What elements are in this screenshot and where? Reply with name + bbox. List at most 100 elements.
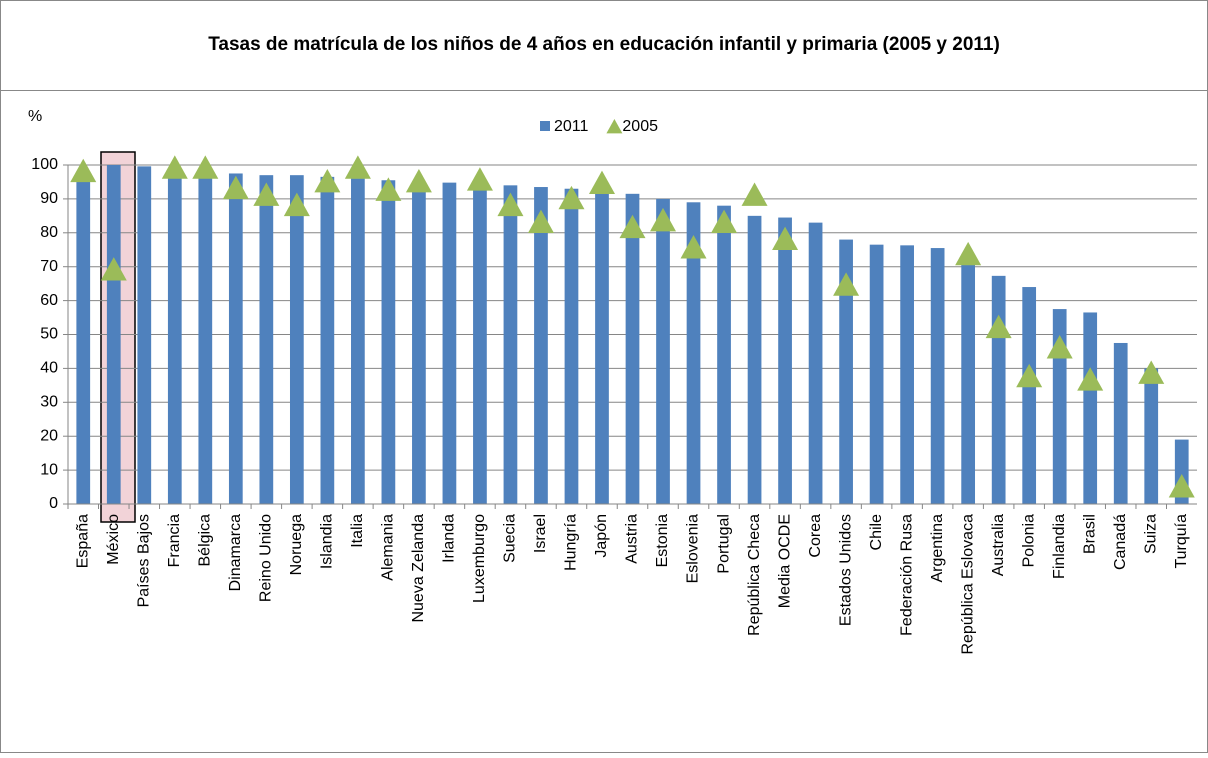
bar: [961, 259, 976, 504]
triangle-marker: [70, 158, 97, 183]
x-tick-label: Israel: [532, 514, 549, 553]
triangle-marker: [955, 241, 982, 266]
triangle-marker: [222, 175, 249, 200]
x-tick-label: Estonia: [654, 514, 671, 567]
bar: [167, 168, 182, 504]
x-tick-label: Estados Unidos: [837, 514, 854, 626]
bar: [869, 244, 884, 505]
bar: [351, 178, 365, 504]
triangle-marker: [344, 155, 371, 179]
x-tick-label: Islandia: [319, 514, 336, 569]
triangle-marker: [192, 155, 219, 179]
x-tick-label: Dinamarca: [227, 514, 244, 591]
x-tick-label: Suecia: [502, 514, 519, 563]
triangle-marker: [741, 182, 768, 206]
x-tick-label: República Eslovaca: [959, 514, 976, 655]
x-tick-label: Bélgica: [197, 514, 214, 567]
x-tick-label: Brasil: [1081, 514, 1098, 554]
triangle-marker: [680, 235, 707, 259]
x-tick-label: Eslovenia: [685, 514, 702, 583]
x-tick-label: Luxemburgo: [471, 514, 488, 603]
x-tick-label: Media OCDE: [776, 514, 793, 608]
bar: [1083, 312, 1098, 504]
triangle-marker: [588, 170, 615, 195]
y-tick-label: 20: [40, 427, 58, 444]
bar: [839, 239, 853, 504]
triangle-marker: [1138, 360, 1165, 384]
bar: [289, 175, 304, 505]
bar: [686, 202, 701, 505]
x-tick-label: Francia: [166, 514, 183, 567]
triangle-marker: [1046, 335, 1073, 359]
triangle-marker: [405, 168, 432, 193]
legend-swatch: [540, 121, 550, 131]
bar: [137, 166, 152, 504]
bar: [320, 176, 335, 505]
bar: [259, 175, 274, 505]
bar: [625, 193, 640, 504]
triangle-marker: [314, 168, 341, 193]
y-tick-label: 90: [40, 190, 58, 207]
triangle-marker: [558, 185, 585, 210]
bar: [1113, 342, 1128, 504]
bar: [991, 275, 1006, 504]
bar: [1022, 287, 1037, 504]
x-tick-label: Turquía: [1173, 514, 1190, 569]
x-tick-label: Federación Rusa: [898, 514, 915, 636]
bar: [503, 185, 518, 504]
x-tick-label: Austria: [624, 514, 641, 564]
bar: [1144, 368, 1159, 504]
bar: [564, 188, 579, 505]
bar: [76, 175, 91, 505]
y-tick-label: 60: [40, 292, 58, 309]
x-tick-label: Japón: [593, 514, 610, 558]
bar: [656, 198, 670, 504]
x-tick-label: Reino Unido: [258, 514, 275, 602]
x-tick-label: Australia: [990, 514, 1007, 576]
triangle-marker: [497, 192, 524, 217]
x-tick-label: Noruega: [288, 514, 305, 575]
x-tick-label: Hungría: [563, 514, 580, 571]
x-tick-label: Países Bajos: [136, 514, 153, 607]
y-tick-label: 10: [40, 461, 58, 478]
x-tick-label: Chile: [868, 514, 885, 551]
x-tick-label: Irlanda: [441, 514, 458, 563]
bar: [595, 190, 609, 505]
triangle-marker: [985, 314, 1012, 339]
y-tick-label: 100: [31, 156, 58, 173]
y-tick-label: 0: [49, 495, 58, 512]
y-tick-label: 40: [40, 360, 58, 377]
triangle-marker: [161, 155, 188, 179]
bar: [778, 217, 792, 505]
triangle-marker: [619, 214, 646, 239]
triangle-marker: [650, 207, 677, 232]
legend-label: 2011: [554, 118, 589, 135]
x-tick-label: Polonia: [1020, 514, 1037, 567]
y-tick-label: 80: [40, 224, 58, 241]
triangle-marker: [833, 272, 860, 296]
bar: [930, 248, 945, 504]
legend-label: 2005: [622, 118, 658, 135]
y-tick-label: 50: [40, 326, 58, 343]
x-tick-label: Italia: [349, 514, 366, 548]
x-tick-label: Alemania: [380, 514, 397, 581]
bar: [473, 183, 487, 504]
bar: [808, 222, 823, 504]
triangle-marker: [375, 177, 402, 201]
x-tick-label: Nueva Zelanda: [410, 514, 427, 623]
triangle-marker: [253, 182, 280, 206]
bar: [198, 170, 213, 504]
bar: [747, 215, 762, 504]
triangle-marker: [466, 167, 493, 191]
x-tick-label: Argentina: [929, 514, 946, 583]
y-tick-label: 30: [40, 394, 58, 411]
x-tick-label: España: [74, 514, 91, 568]
x-tick-label: República Checa: [746, 514, 763, 636]
x-tick-label: México: [105, 514, 122, 565]
triangle-marker: [1168, 474, 1195, 498]
bar: [534, 187, 548, 504]
triangle-marker: [711, 209, 738, 234]
y-axis-label: %: [28, 108, 42, 125]
x-tick-label: Finlandia: [1051, 514, 1068, 579]
bar: [900, 245, 914, 504]
